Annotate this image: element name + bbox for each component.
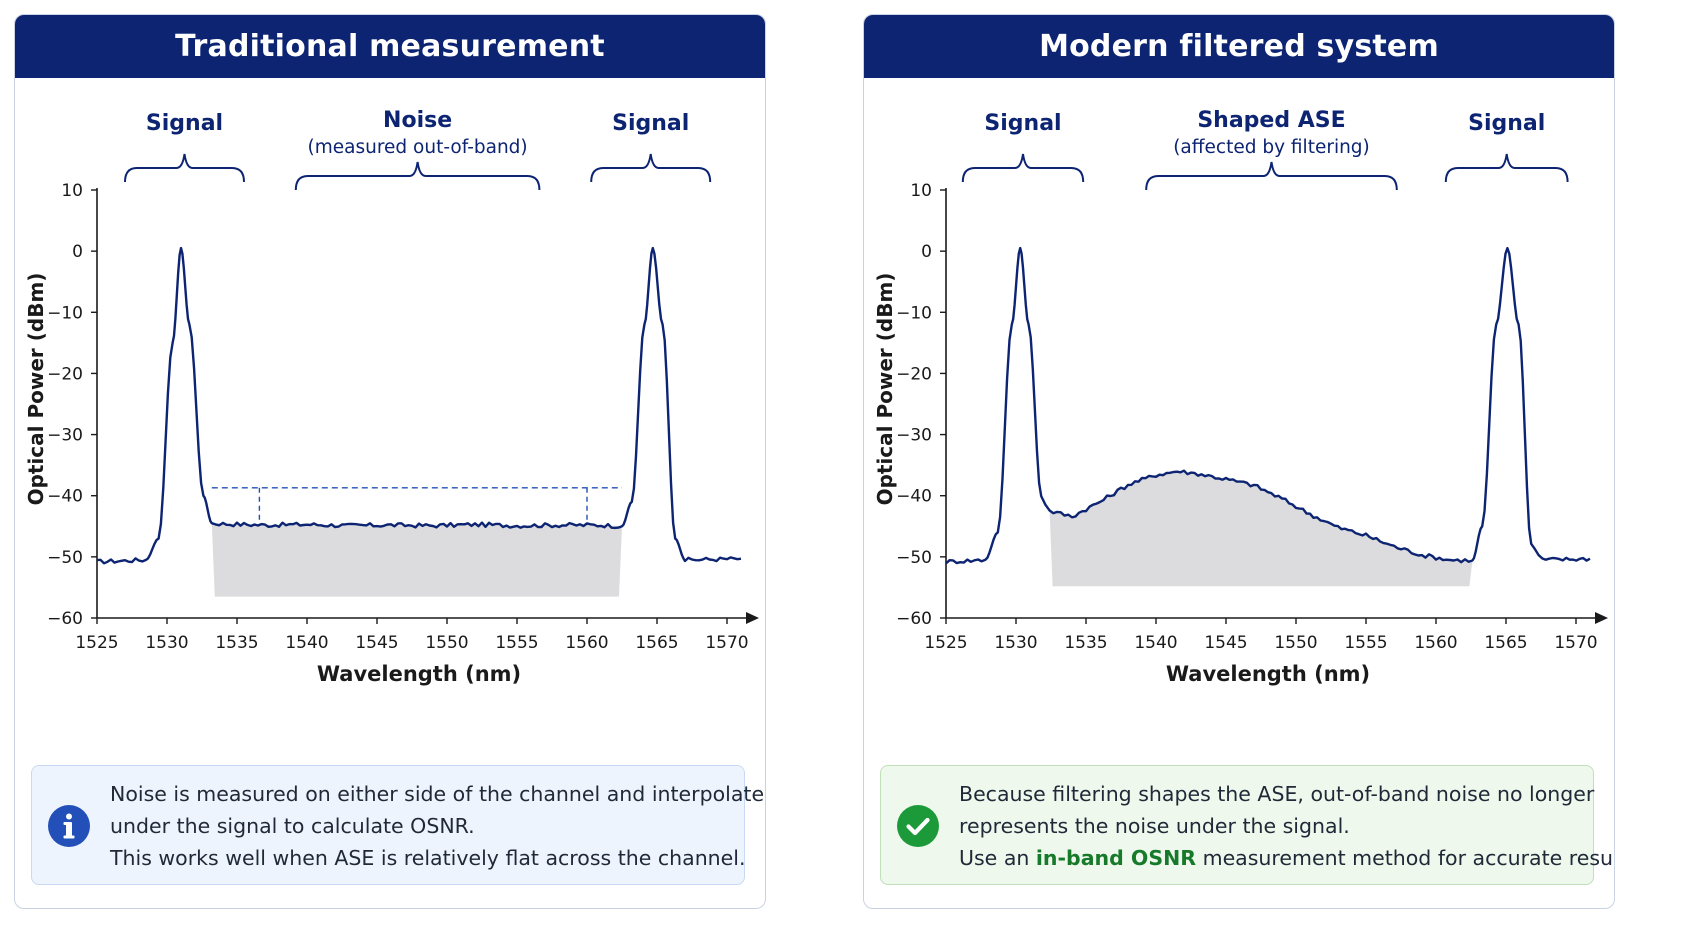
x-tick-label: 1570 (1554, 633, 1597, 653)
y-tick-label: 10 (61, 181, 83, 201)
y-tick-label: −60 (47, 609, 83, 629)
annotation-label: Noise (383, 108, 452, 133)
annotation-label: Signal (612, 111, 689, 136)
y-tick-label: −50 (47, 548, 83, 568)
x-tick-label: 1545 (355, 633, 398, 653)
noise-area (211, 523, 623, 597)
y-tick-label: −50 (896, 548, 932, 568)
y-tick-label: 0 (72, 242, 83, 262)
x-tick-label: 1535 (1064, 633, 1107, 653)
spectrum-chart: 10 0 −10 −20 −30 −40 −50 −60 1525 1530 1535 1540 154… (24, 108, 759, 686)
spectrum-trace (96, 246, 742, 565)
success-note: Because filtering shapes the ASE, out-of… (880, 765, 1614, 885)
annotation-label: Shaped ASE (1197, 108, 1345, 133)
y-tick-label: −20 (896, 364, 932, 384)
y-tick-label: −40 (47, 487, 83, 507)
x-tick-label: 1570 (705, 633, 748, 653)
annotation-label: Signal (984, 111, 1061, 136)
left-panel: Traditional measurement 10 0 −10 −20 −30 −40 −… (14, 14, 766, 909)
x-axis-label: Wavelength (nm) (1166, 662, 1370, 686)
note-line: represents the noise under the signal. (959, 814, 1350, 838)
annotation-brace (294, 161, 541, 191)
x-tick-label: 1545 (1204, 633, 1247, 653)
x-axis-arrow (746, 612, 759, 624)
x-tick-label: 1555 (1344, 633, 1387, 653)
y-axis-label: Optical Power (dBm) (873, 273, 897, 506)
x-tick-label: 1565 (635, 633, 678, 653)
x-tick-label: 1565 (1484, 633, 1527, 653)
info-icon (48, 805, 90, 847)
annotation-brace (1444, 153, 1569, 183)
note-line: Because filtering shapes the ASE, out-of… (959, 782, 1595, 806)
x-tick-label: 1540 (285, 633, 328, 653)
x-tick-label: 1535 (215, 633, 258, 653)
y-axis-label: Optical Power (dBm) (24, 273, 48, 506)
x-tick-label: 1525 (924, 633, 967, 653)
y-tick-label: −30 (47, 426, 83, 446)
highlight-text: in-band OSNR (1035, 846, 1197, 870)
spectrum-trace (945, 246, 1591, 565)
x-tick-label: 1550 (1274, 633, 1317, 653)
spectrum-chart: 10 0 −10 −20 −30 −40 −50 −60 1525 1530 1535 1540 154… (873, 108, 1608, 686)
annotation-sublabel: (measured out-of-band) (308, 137, 528, 158)
x-tick-label: 1540 (1134, 633, 1177, 653)
annotation-brace (124, 153, 245, 183)
note-line: under the signal to calculate OSNR. (110, 814, 475, 838)
check-icon (897, 805, 939, 847)
annotation-label: Signal (146, 111, 223, 136)
y-tick-label: −20 (47, 364, 83, 384)
note-line: Use an in-band OSNR measurement method f… (959, 842, 1614, 874)
x-axis-arrow (1595, 612, 1608, 624)
note-text-before: Use an (959, 846, 1036, 870)
info-note: Noise is measured on either side of the … (31, 765, 766, 885)
note-text: Noise is measured on either side of the … (110, 778, 766, 874)
y-tick-label: −10 (47, 303, 83, 323)
x-tick-label: 1555 (495, 633, 538, 653)
note-line: Noise is measured on either side of the … (110, 782, 766, 806)
y-tick-label: 10 (910, 181, 932, 201)
y-tick-label: −30 (896, 426, 932, 446)
y-tick-label: −60 (896, 609, 932, 629)
x-tick-label: 1560 (565, 633, 608, 653)
annotation-brace (961, 153, 1085, 183)
right-panel: Modern filtered system 10 0 −10 −20 −30 −40 −5… (863, 14, 1615, 909)
y-tick-label: 0 (921, 242, 932, 262)
x-tick-label: 1525 (75, 633, 118, 653)
x-tick-label: 1560 (1414, 633, 1457, 653)
panel-title: Traditional measurement (15, 15, 765, 78)
x-tick-label: 1530 (145, 633, 188, 653)
annotation-brace (1145, 161, 1398, 191)
y-tick-label: −10 (896, 303, 932, 323)
annotation-sublabel: (affected by filtering) (1173, 137, 1370, 158)
note-text: Because filtering shapes the ASE, out-of… (959, 778, 1614, 874)
y-tick-label: −40 (896, 487, 932, 507)
x-tick-label: 1530 (994, 633, 1037, 653)
x-tick-label: 1550 (425, 633, 468, 653)
x-axis-label: Wavelength (nm) (317, 662, 521, 686)
note-line: This works well when ASE is relatively f… (110, 846, 746, 870)
panel-title: Modern filtered system (864, 15, 1614, 78)
annotation-label: Signal (1468, 111, 1545, 136)
annotation-brace (590, 153, 712, 183)
noise-area (1049, 471, 1473, 587)
note-text-after: measurement method for accurate results. (1196, 846, 1615, 870)
